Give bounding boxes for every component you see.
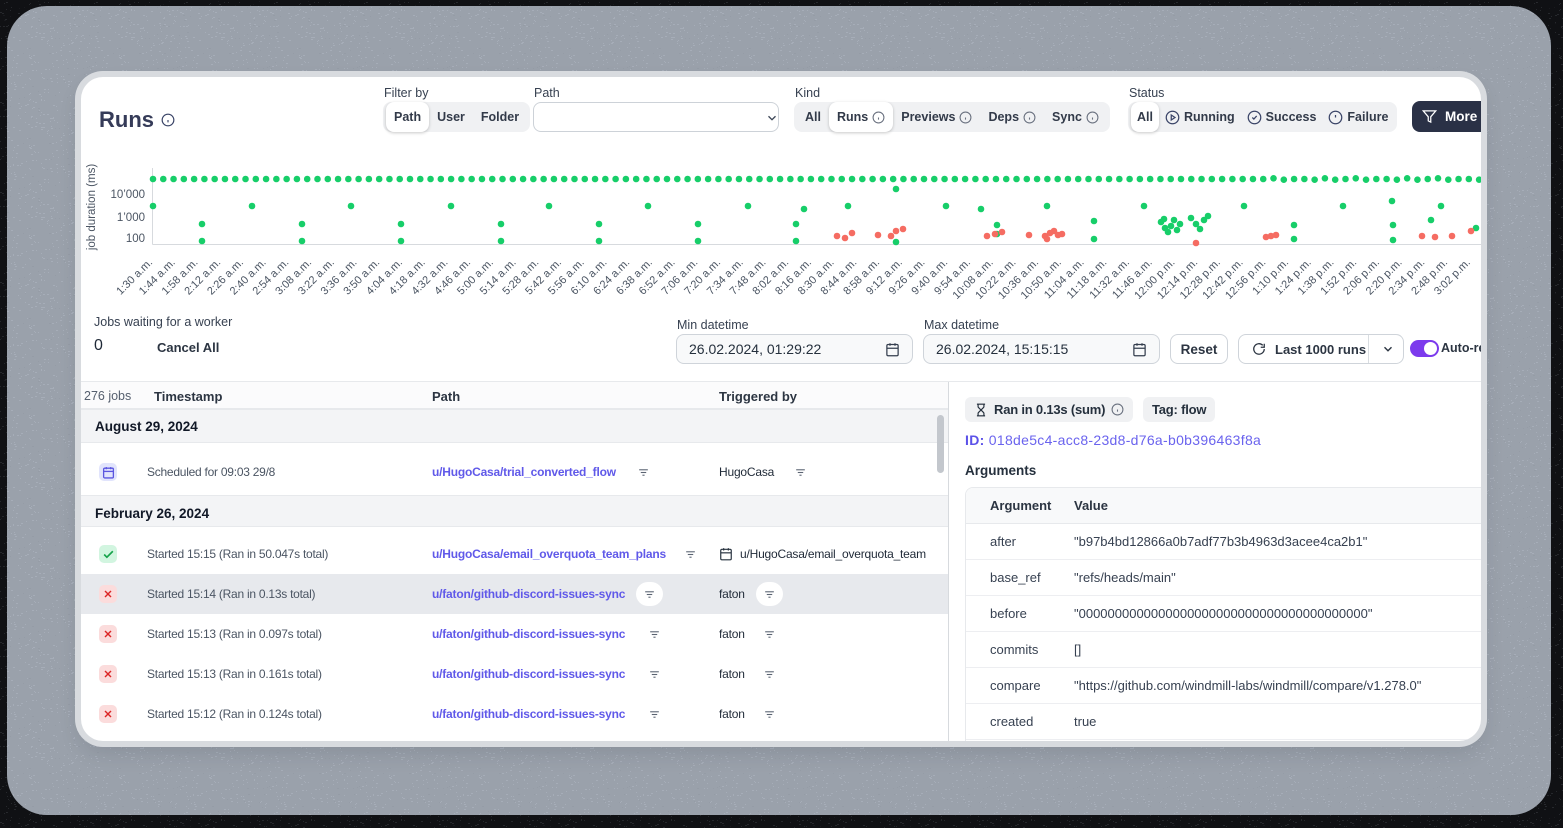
svg-text:10’000: 10’000: [110, 189, 145, 201]
svg-text:job duration (ms): job duration (ms): [86, 164, 98, 251]
svg-text:1’000: 1’000: [117, 212, 145, 224]
svg-text:100: 100: [126, 233, 145, 245]
